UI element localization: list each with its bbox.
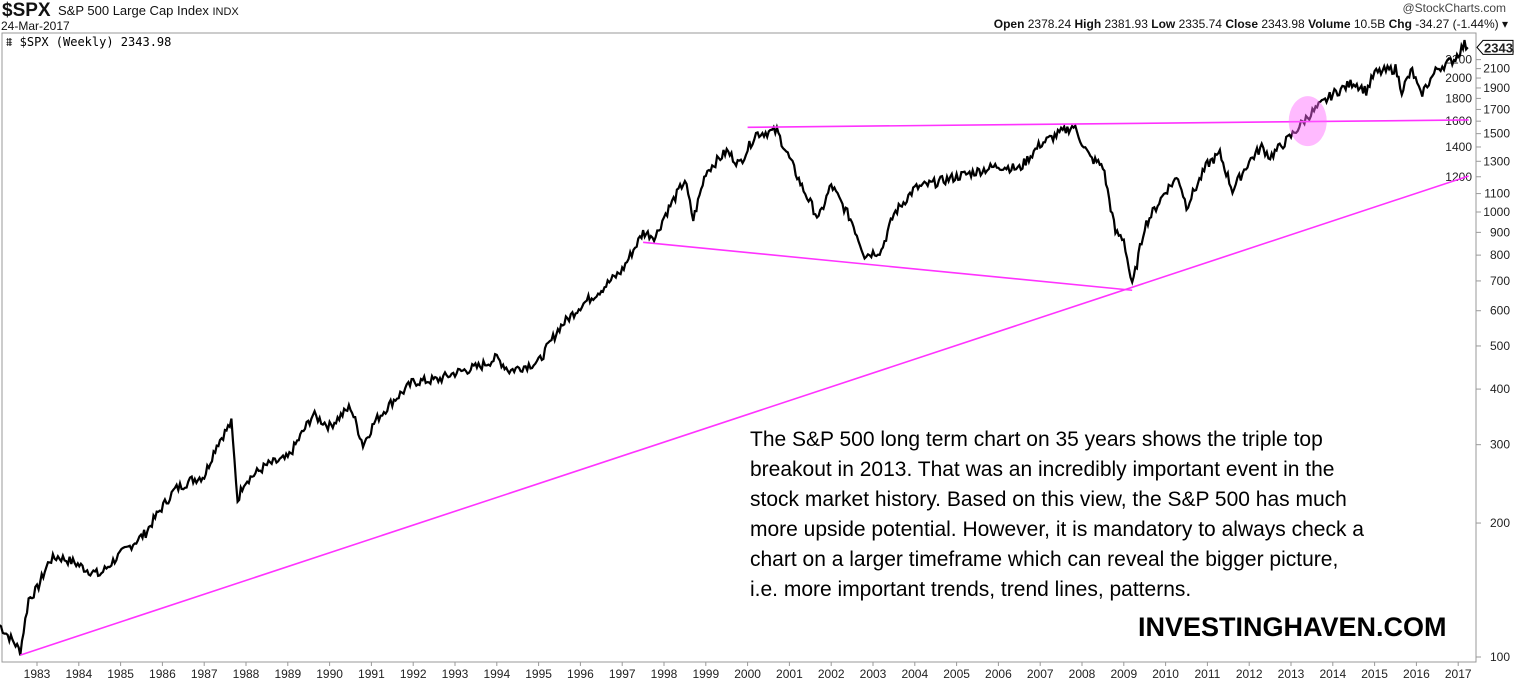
y-tick-label: 1400 [1445, 140, 1472, 154]
x-tick-label: 1992 [400, 667, 427, 681]
y-tick-label: 1300 [1483, 154, 1510, 168]
trendline [747, 119, 1469, 129]
x-tick-label: 1990 [316, 667, 343, 681]
x-tick-label: 2003 [860, 667, 887, 681]
x-tick-label: 2012 [1236, 667, 1263, 681]
y-tick-label: 700 [1490, 274, 1510, 288]
x-tick-label: 1986 [149, 667, 176, 681]
legend-icon: ⩩ [6, 35, 13, 49]
open-value: 2378.24 [1027, 17, 1072, 31]
ohlc-bar: Open 2378.24 High 2381.93 Low 2335.74 Cl… [994, 17, 1508, 31]
chart-legend: ⩩ $SPX (Weekly) 2343.98 [6, 35, 171, 50]
index-title: S&P 500 Large Cap Index [58, 3, 209, 18]
x-tick-label: 1988 [233, 667, 260, 681]
y-tick-label: 2100 [1483, 62, 1510, 76]
x-tick-label: 2009 [1110, 667, 1137, 681]
x-tick-label: 1989 [274, 667, 301, 681]
low-label: Low [1151, 17, 1176, 31]
y-tick-label: 400 [1490, 382, 1510, 396]
watermark: INVESTINGHAVEN.COM [1138, 612, 1447, 642]
x-tick-label: 1998 [651, 667, 678, 681]
plot-frame [1, 32, 1477, 663]
x-tick-label: 1995 [525, 667, 552, 681]
y-tick-label: 1900 [1483, 81, 1510, 95]
price-tag-label: 2343. [1484, 40, 1514, 55]
x-tick-label: 2001 [776, 667, 803, 681]
x-tick-label: 2008 [1069, 667, 1096, 681]
open-label: Open [993, 17, 1025, 31]
y-tick-label: 1500 [1483, 127, 1510, 141]
x-tick-label: 2017 [1445, 667, 1472, 681]
chg-value: -34.27 (-1.44%) [1415, 17, 1499, 31]
x-tick-label: 1987 [191, 667, 218, 681]
trendline [20, 175, 1469, 656]
x-tick-label: 1991 [358, 667, 385, 681]
y-tick-label: 500 [1490, 339, 1510, 353]
y-tick-label: 900 [1490, 225, 1510, 239]
y-tick-label: 300 [1490, 438, 1510, 452]
trendline [643, 241, 1133, 292]
x-tick-label: 2016 [1403, 667, 1430, 681]
price-line [0, 39, 1469, 656]
close-value: 2343.98 [1261, 17, 1305, 31]
annotation-line: breakout in 2013. That was an incredibly… [750, 458, 1335, 481]
chart-date: 24-Mar-2017 [1, 19, 70, 33]
price-tag [1476, 39, 1514, 55]
annotation-line: stock market history. Based on this view… [750, 488, 1347, 511]
breakout-highlight [1288, 96, 1327, 147]
x-tick-label: 2010 [1152, 667, 1179, 681]
chg-label: Chg [1388, 17, 1412, 31]
x-tick-label: 1997 [609, 667, 636, 681]
high-label: High [1074, 17, 1102, 31]
annotation-text: The S&P 500 long term chart on 35 years … [750, 425, 1470, 605]
annotation-line: The S&P 500 long term chart on 35 years … [750, 428, 1323, 451]
y-tick-label: 2000 [1445, 71, 1472, 85]
y-tick-label: 1600 [1445, 114, 1472, 128]
copyright: @StockCharts.com [1402, 1, 1506, 15]
y-tick-label: 100 [1490, 650, 1510, 664]
x-tick-label: 2015 [1361, 667, 1388, 681]
x-tick-label: 1999 [692, 667, 719, 681]
y-tick-label: 200 [1490, 516, 1510, 530]
close-label: Close [1225, 17, 1258, 31]
x-tick-label: 1985 [107, 667, 134, 681]
x-tick-label: 1993 [442, 667, 469, 681]
x-tick-label: 2004 [901, 667, 928, 681]
x-tick-label: 1984 [65, 667, 92, 681]
annotation-line: i.e. more important trends, trend lines,… [750, 578, 1192, 601]
y-tick-label: 1800 [1445, 91, 1472, 105]
x-tick-label: 2007 [1027, 667, 1054, 681]
x-tick-label: 2013 [1278, 667, 1305, 681]
index-name: S&P 500 Large Cap Index INDX [58, 3, 239, 18]
y-tick-label: 1000 [1483, 205, 1510, 219]
y-tick-label: 2200 [1445, 53, 1472, 67]
x-tick-label: 2005 [943, 667, 970, 681]
annotation-line: more upside potential. However, it is ma… [750, 518, 1364, 541]
symbol: $SPX [2, 0, 51, 21]
x-tick-label: 2006 [985, 667, 1012, 681]
exchange: INDX [212, 6, 239, 18]
y-tick-label: 1700 [1483, 102, 1510, 116]
x-tick-label: 2000 [734, 667, 761, 681]
y-tick-label: 800 [1490, 248, 1510, 262]
y-tick-label: 1200 [1445, 170, 1472, 184]
x-tick-label: 2011 [1194, 667, 1220, 681]
annotation-line: chart on a larger timeframe which can re… [750, 548, 1339, 571]
x-tick-label: 1994 [483, 667, 510, 681]
x-tick-label: 2002 [818, 667, 845, 681]
legend-text: $SPX (Weekly) 2343.98 [19, 35, 172, 49]
y-tick-label: 600 [1490, 304, 1510, 318]
low-value: 2335.74 [1178, 17, 1222, 31]
x-tick-label: 1983 [24, 667, 51, 681]
y-tick-label: 1100 [1484, 187, 1510, 201]
volume-label: Volume [1308, 17, 1351, 31]
x-tick-label: 1996 [567, 667, 594, 681]
volume-value: 10.5B [1353, 17, 1386, 31]
x-tick-label: 2014 [1319, 667, 1346, 681]
dropdown-icon[interactable]: ▾ [1501, 17, 1508, 31]
high-value: 2381.93 [1104, 17, 1148, 31]
